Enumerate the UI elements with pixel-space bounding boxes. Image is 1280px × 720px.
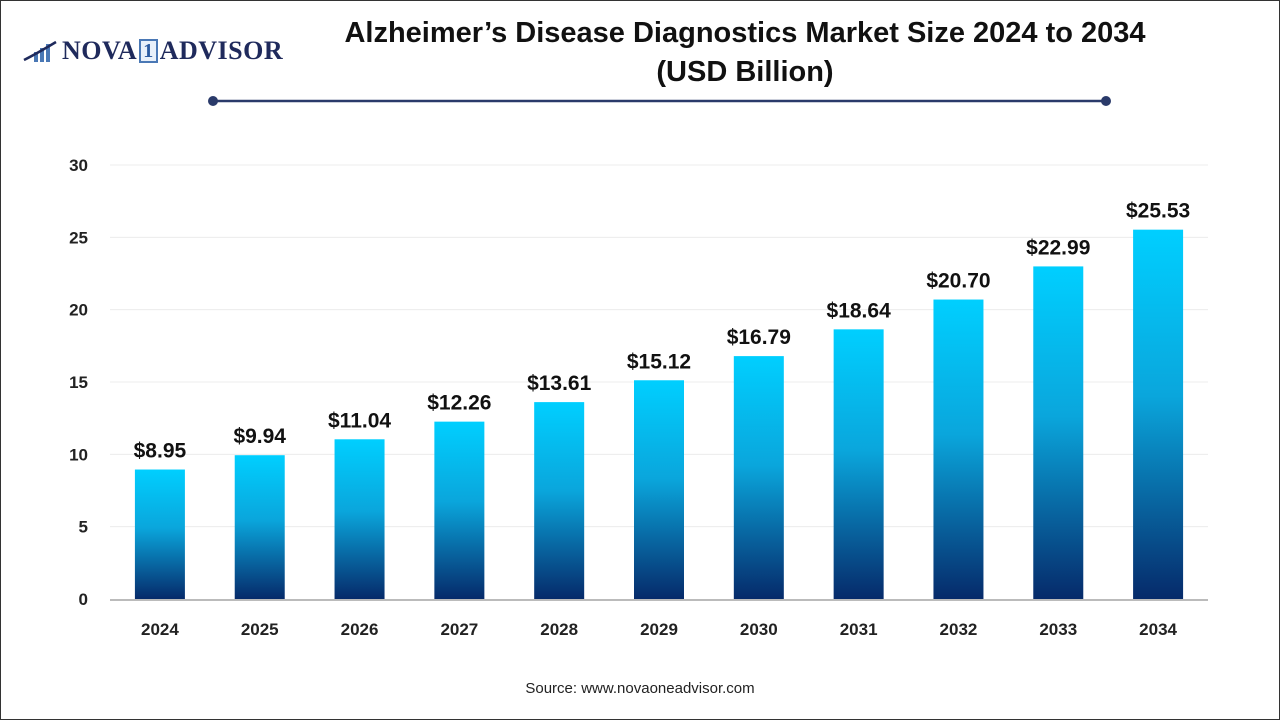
x-tick-label: 2031 [840,620,878,639]
x-tick-label: 2028 [540,620,578,639]
bar-2025 [234,455,285,599]
x-tick-label: 2026 [341,620,379,639]
title-rule [208,96,1111,106]
bar-2026 [334,439,385,599]
y-tick-label: 25 [69,228,88,247]
y-tick-label: 15 [69,373,88,392]
bar-2034 [1133,229,1184,599]
x-tick-label: 2034 [1139,620,1177,639]
y-tick-label: 20 [69,301,88,320]
x-tick-label: 2032 [940,620,978,639]
x-tick-label: 2025 [241,620,279,639]
y-tick-label: 5 [79,518,88,537]
x-tick-label: 2024 [141,620,179,639]
y-tick-label: 0 [79,590,88,609]
title-line-1: Alzheimer’s Disease Diagnostics Market S… [344,17,1146,49]
chart-title: Alzheimer’s Disease Diagnostics Market S… [240,14,1250,92]
bar-2032 [933,299,984,599]
bar-2024 [134,469,185,599]
data-label: $22.99 [1026,236,1090,259]
y-tick-label: 10 [69,445,88,464]
logo-text-nova: NOVA [62,36,138,65]
bar-2029 [634,380,684,599]
logo-chart-icon [23,40,57,62]
bar-2033 [1033,266,1084,599]
data-label: $9.94 [233,425,286,448]
data-label: $8.95 [134,440,187,463]
title-line-2: (USD Billion) [656,56,834,88]
logo-text-advisor: ADVISOR [159,36,284,65]
source-note: Source: www.novaoneadvisor.com [525,680,755,697]
x-tick-label: 2033 [1039,620,1077,639]
bar-2027 [434,421,485,599]
data-label: $15.12 [627,350,691,373]
x-tick-label: 2029 [640,620,678,639]
data-label: $13.61 [527,372,592,395]
data-label: $18.64 [827,299,892,322]
data-label: $16.79 [727,326,791,349]
bar-2031 [833,329,884,599]
data-label: $11.04 [328,409,391,432]
y-tick-label: 30 [69,156,88,175]
x-tick-label: 2027 [440,620,478,639]
logo-text-one: 1 [139,39,158,63]
logo: NOVA 1 ADVISOR [22,36,283,66]
data-label: $25.53 [1126,200,1190,223]
data-label: $20.70 [926,270,990,293]
bar-2028 [534,402,585,599]
data-label: $12.26 [427,392,491,415]
bar-2030 [733,356,784,599]
x-tick-label: 2030 [740,620,778,639]
